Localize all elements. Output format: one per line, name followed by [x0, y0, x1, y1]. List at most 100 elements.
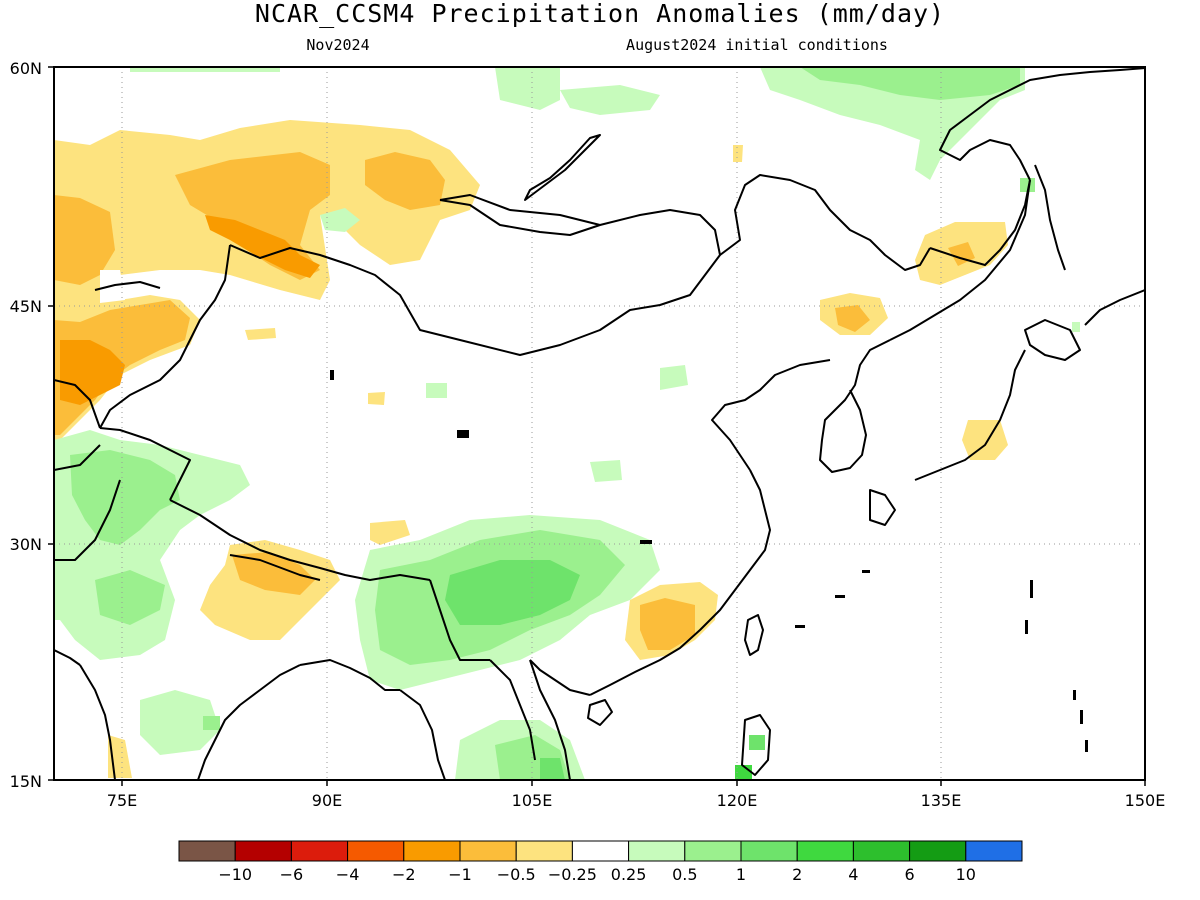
colorbar-legend: −10 −6 −4 −2 −1 −0.5 −0.25 0.25 0.5 1 2 4 6 10 — [178, 840, 1023, 884]
wet-region-baikal-east — [560, 85, 660, 115]
dry-region-mongolia-core — [365, 152, 445, 210]
sakhalin-coast — [1034, 164, 1066, 271]
dry-region-japan — [962, 420, 1008, 460]
japan-honshu — [914, 349, 1026, 481]
tibet-border — [99, 427, 191, 501]
japan-kyushu — [869, 489, 896, 526]
india-west-coast — [79, 664, 116, 780]
pakistan-coast — [54, 649, 81, 666]
dry-region-small-patch — [368, 392, 385, 405]
colorbar-label: 1 — [736, 865, 746, 884]
lat-lon-gridlines — [54, 67, 1145, 780]
wet-region-baikal — [495, 67, 560, 110]
colorbar-label: −10 — [218, 865, 252, 884]
lon-tick-label: 105E — [512, 791, 553, 810]
colorbar-label: −0.5 — [497, 865, 536, 884]
dry-region-altai-deep — [205, 215, 320, 278]
wet-region-tarim — [426, 383, 447, 398]
balkhash-lake — [94, 281, 161, 291]
dry-region-kazakh-deep — [60, 340, 125, 405]
indochina-coast — [529, 659, 571, 780]
central-asia-borders — [54, 379, 121, 561]
india-east-coast — [197, 664, 301, 780]
colorbar-swatch — [234, 840, 292, 862]
wet-region-far-east-core — [800, 67, 1020, 100]
dry-region-himalaya-core — [232, 552, 315, 595]
wet-region-north-india-core — [70, 450, 180, 545]
colorbar-swatch — [178, 840, 236, 862]
wet-region-india-south-core — [203, 716, 220, 730]
russia-pacific-coast — [939, 67, 1145, 181]
map-title: NCAR_CCSM4 Precipitation Anomalies (mm/d… — [255, 0, 945, 28]
colorbar-label: −4 — [336, 865, 360, 884]
colorbar-swatch — [740, 840, 798, 862]
coastlines-and-borders — [54, 67, 1145, 780]
dry-region-west-siberia — [54, 120, 480, 440]
lon-tick-label: 120E — [717, 791, 758, 810]
lat-tick-label: 30N — [10, 535, 42, 554]
nepal-border — [229, 554, 321, 581]
wet-anomaly-regions — [54, 67, 1080, 780]
south-china-coast — [529, 659, 591, 696]
valid-month-label: Nov2024 — [306, 36, 369, 54]
hainan-coast — [587, 699, 613, 726]
manchuria-border — [719, 174, 931, 271]
philippines-coast — [741, 714, 771, 776]
colorbar-swatch — [515, 840, 573, 862]
lon-tick-label: 150E — [1125, 791, 1166, 810]
baikal-lake — [524, 134, 601, 201]
colorbar-swatch — [459, 840, 517, 862]
dry-region-baikal-patch — [733, 145, 743, 162]
china-russia-north-border — [439, 194, 601, 226]
colorbar-label: −0.25 — [548, 865, 597, 884]
lat-tick-label: 60N — [10, 59, 42, 78]
colorbar-swatch — [852, 840, 911, 862]
colorbar-swatch — [571, 840, 630, 862]
colorbar-swatch — [628, 840, 686, 862]
colorbar-swatch — [796, 840, 854, 862]
colorbar-label: 0.5 — [672, 865, 697, 884]
colorbar-swatch — [290, 840, 349, 862]
wet-region-sw-china-core — [445, 560, 580, 625]
colorbar-swatch — [403, 840, 461, 862]
dry-region-se-china-core — [640, 598, 695, 650]
colorbar-swatch — [347, 840, 405, 862]
wet-region-far-east-small — [1020, 178, 1035, 192]
lon-tick-label: 75E — [107, 791, 137, 810]
wet-region-india-west — [95, 570, 165, 625]
colorbar-swatch — [684, 840, 742, 862]
colorbar-label: 10 — [956, 865, 976, 884]
lat-tick-label: 15N — [10, 772, 42, 791]
colorbar-label: −6 — [280, 865, 304, 884]
dry-region-tarim-patch — [245, 328, 276, 340]
wet-region-north-mongolia — [320, 208, 360, 232]
wet-region-indochina-deep — [540, 758, 565, 780]
dry-region-west-siberia-core — [54, 195, 115, 285]
small-islands-and-lakes — [330, 370, 1088, 752]
colorbar-label: 2 — [792, 865, 802, 884]
wet-region-japan-east — [1072, 322, 1080, 332]
amur-ussuri-border — [929, 179, 1031, 266]
colorbar-swatch — [909, 840, 967, 862]
hokkaido-coast — [1024, 319, 1081, 361]
colorbar-label: 4 — [848, 865, 858, 884]
lat-tick-label: 45N — [10, 297, 42, 316]
wet-region-tibet — [590, 460, 622, 482]
myanmar-border — [429, 579, 490, 661]
colorbar-label: −2 — [392, 865, 416, 884]
wet-region-taiwan — [749, 735, 765, 750]
map-plot-area — [54, 67, 1145, 780]
colorbar-swatch — [965, 840, 1023, 862]
china-mongolia-border — [229, 199, 721, 356]
dry-region-ne-china-core — [835, 305, 870, 332]
init-conditions-label: August2024 initial conditions — [626, 36, 888, 54]
myanmar-coast — [399, 689, 446, 780]
wet-region-kazakh-north — [130, 67, 280, 72]
wet-region-qinghai — [660, 365, 688, 390]
colorbar-label: 0.25 — [611, 865, 647, 884]
map-frame — [53, 66, 1146, 781]
axis-tick-marks — [48, 66, 1146, 786]
kazakh-china-border — [99, 244, 231, 429]
colorbar-label: 6 — [905, 865, 915, 884]
